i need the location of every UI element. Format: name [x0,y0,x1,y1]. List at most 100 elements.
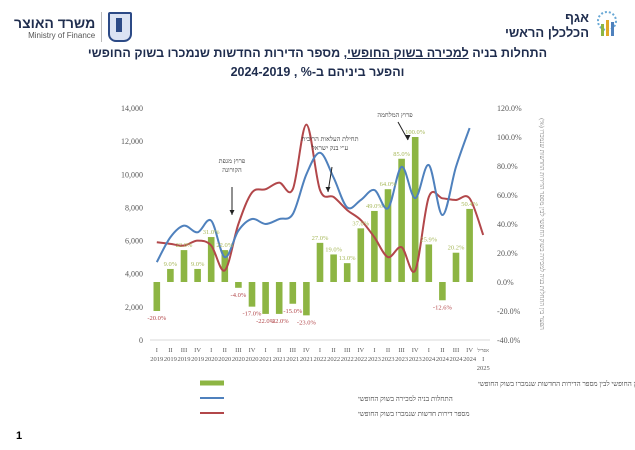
legend-label: הפער (ב-%) בין התחלות בניה למכירה בשוק ה… [478,380,635,388]
gap-bar [330,254,337,282]
state-emblem-icon [108,12,133,42]
x-axis-tick-label: 2021 [286,356,299,363]
left-axis-tick-label: 10,000 [121,170,143,179]
bar-data-label: 25.9% [420,236,437,243]
x-axis-tick-label: 2020 [218,356,231,363]
x-axis-tick-label: IV [412,347,419,354]
x-axis-tick-label: 2023 [395,356,408,363]
right-axis-tick-label: 0.0% [497,278,514,287]
annotation-text: תחילת העלאות הריבית [301,135,358,143]
right-axis-tick-label: 100.0% [497,133,522,142]
x-axis-tick-label: 2023 [368,356,381,363]
annotation-text: פרוץ מגפת [219,158,246,165]
bar-data-label: 19.0% [325,246,342,253]
legend-swatch [200,380,224,386]
x-axis-tick-label: IV [303,347,310,354]
x-axis-tick-label: 2019 [178,356,191,363]
x-axis-tick-label: 2022 [341,356,354,363]
gap-bar [248,282,256,307]
bar-data-label: -12.6% [433,304,453,311]
annotation-arrowhead [405,135,411,140]
logo-divider [101,12,103,42]
bar-data-label: -17.0% [243,311,263,318]
legend-label: מספר דירות חדשות שנמכרו בשוק החופשי [358,410,470,418]
gap-bar [180,250,188,282]
x-axis-tick-label: IV [194,347,201,354]
ministry-name-english: Ministry of Finance [28,30,96,40]
annotation-text: הקורונה [222,167,242,174]
gap-bar [384,189,392,282]
left-axis-tick-label: 14,000 [121,104,143,113]
bar-data-label: 64.0% [380,181,397,188]
right-axis-tick-label: 60.0% [497,191,518,200]
bar-data-label: 27.0% [312,235,329,242]
x-axis-tick-label: II [386,347,390,354]
x-axis-tick-label: 2024 [463,356,477,363]
gap-bar [303,282,310,316]
bar-data-label: 13.0% [339,255,356,262]
left-axis-tick-label: 0 [139,336,143,345]
gap-bar [153,282,161,311]
x-axis-tick-label: 2021 [259,356,272,363]
bar-data-label: -4.0% [231,292,247,299]
x-axis-tick-label: IV [249,347,256,354]
annotation-arrowhead [325,187,331,192]
bar-data-label: -20.0% [147,315,167,322]
chief-economist-emblem-icon [597,11,617,36]
x-axis-tick-label: IV [357,347,364,354]
x-axis-tick-label: 2019 [150,356,163,363]
title-line-2: והפער ביניהם ב-% , 2024-2019 [230,65,405,79]
annotation-arrow [397,121,409,141]
x-axis-tick-label: II [277,347,281,354]
gap-bar [167,268,174,282]
gap-bar [194,268,201,282]
x-axis-tick-label: אפריל [476,348,489,354]
gap-bar [439,282,446,301]
right-axis-tick-label: 40.0% [497,220,518,229]
x-axis-tick-label: III [181,347,188,354]
x-axis-tick-label: 2022 [314,356,327,363]
right-axis-title: הפער בין התחלות בניה למכירה בשוק החופשי … [538,118,546,330]
bar-data-label: -23.0% [297,319,317,326]
x-axis-tick-label: I [373,347,375,354]
chief-economist-logo: אגף הכלכלן הראשי [505,10,619,40]
legend-label: התחלות בניה למכירה בשוק החופשי [358,395,453,403]
right-axis-tick-label: 120.0% [497,104,522,113]
x-axis-tick-label: 2022 [327,356,340,363]
bar-data-label: 50.4% [461,201,478,208]
right-axis-tick-label: 80.0% [497,162,518,171]
x-axis-tick-label: 2025 [477,365,490,372]
x-axis-tick-label: II [223,347,227,354]
bar-data-label: 9.0% [191,261,205,268]
gap-bar [343,263,351,282]
right-axis-tick-label: -20.0% [497,307,521,316]
annotation-arrowhead [229,210,235,215]
x-axis-tick-label: 2023 [409,356,422,363]
gap-bar [425,244,433,282]
ministry-of-finance-logo: משרד האוצר Ministry of Finance [14,12,133,42]
x-axis-tick-label: III [290,347,297,354]
gap-bar [262,282,269,314]
legend-swatch [200,397,224,399]
gap-bar [221,250,229,282]
x-axis-tick-label: III [344,347,351,354]
bar-data-label: 9.0% [164,261,178,268]
bar-data-label: 22.0% [176,242,193,249]
gap-bar [275,282,283,314]
left-axis-tick-label: 8,000 [125,203,143,212]
annotation-text: ע"י בנק ישראל [311,144,349,152]
x-axis-tick-label: 2023 [382,356,395,363]
x-axis-tick-label: I [210,347,212,354]
x-axis-tick-label: I [156,347,158,354]
x-axis-tick-label: 2020 [232,356,245,363]
bar-data-label: 22.0% [216,242,233,249]
ministry-name-hebrew: משרד האוצר [14,14,96,31]
x-axis-tick-label: 2020 [205,356,218,363]
annotation-text: פרוץ המלחמה [377,111,413,119]
x-axis-tick-label: 2020 [246,356,259,363]
x-axis-tick-label: I [319,347,321,354]
gap-bar [411,137,419,282]
bar-data-label: 100.0% [405,129,426,136]
x-axis-tick-label: 2022 [354,356,367,363]
